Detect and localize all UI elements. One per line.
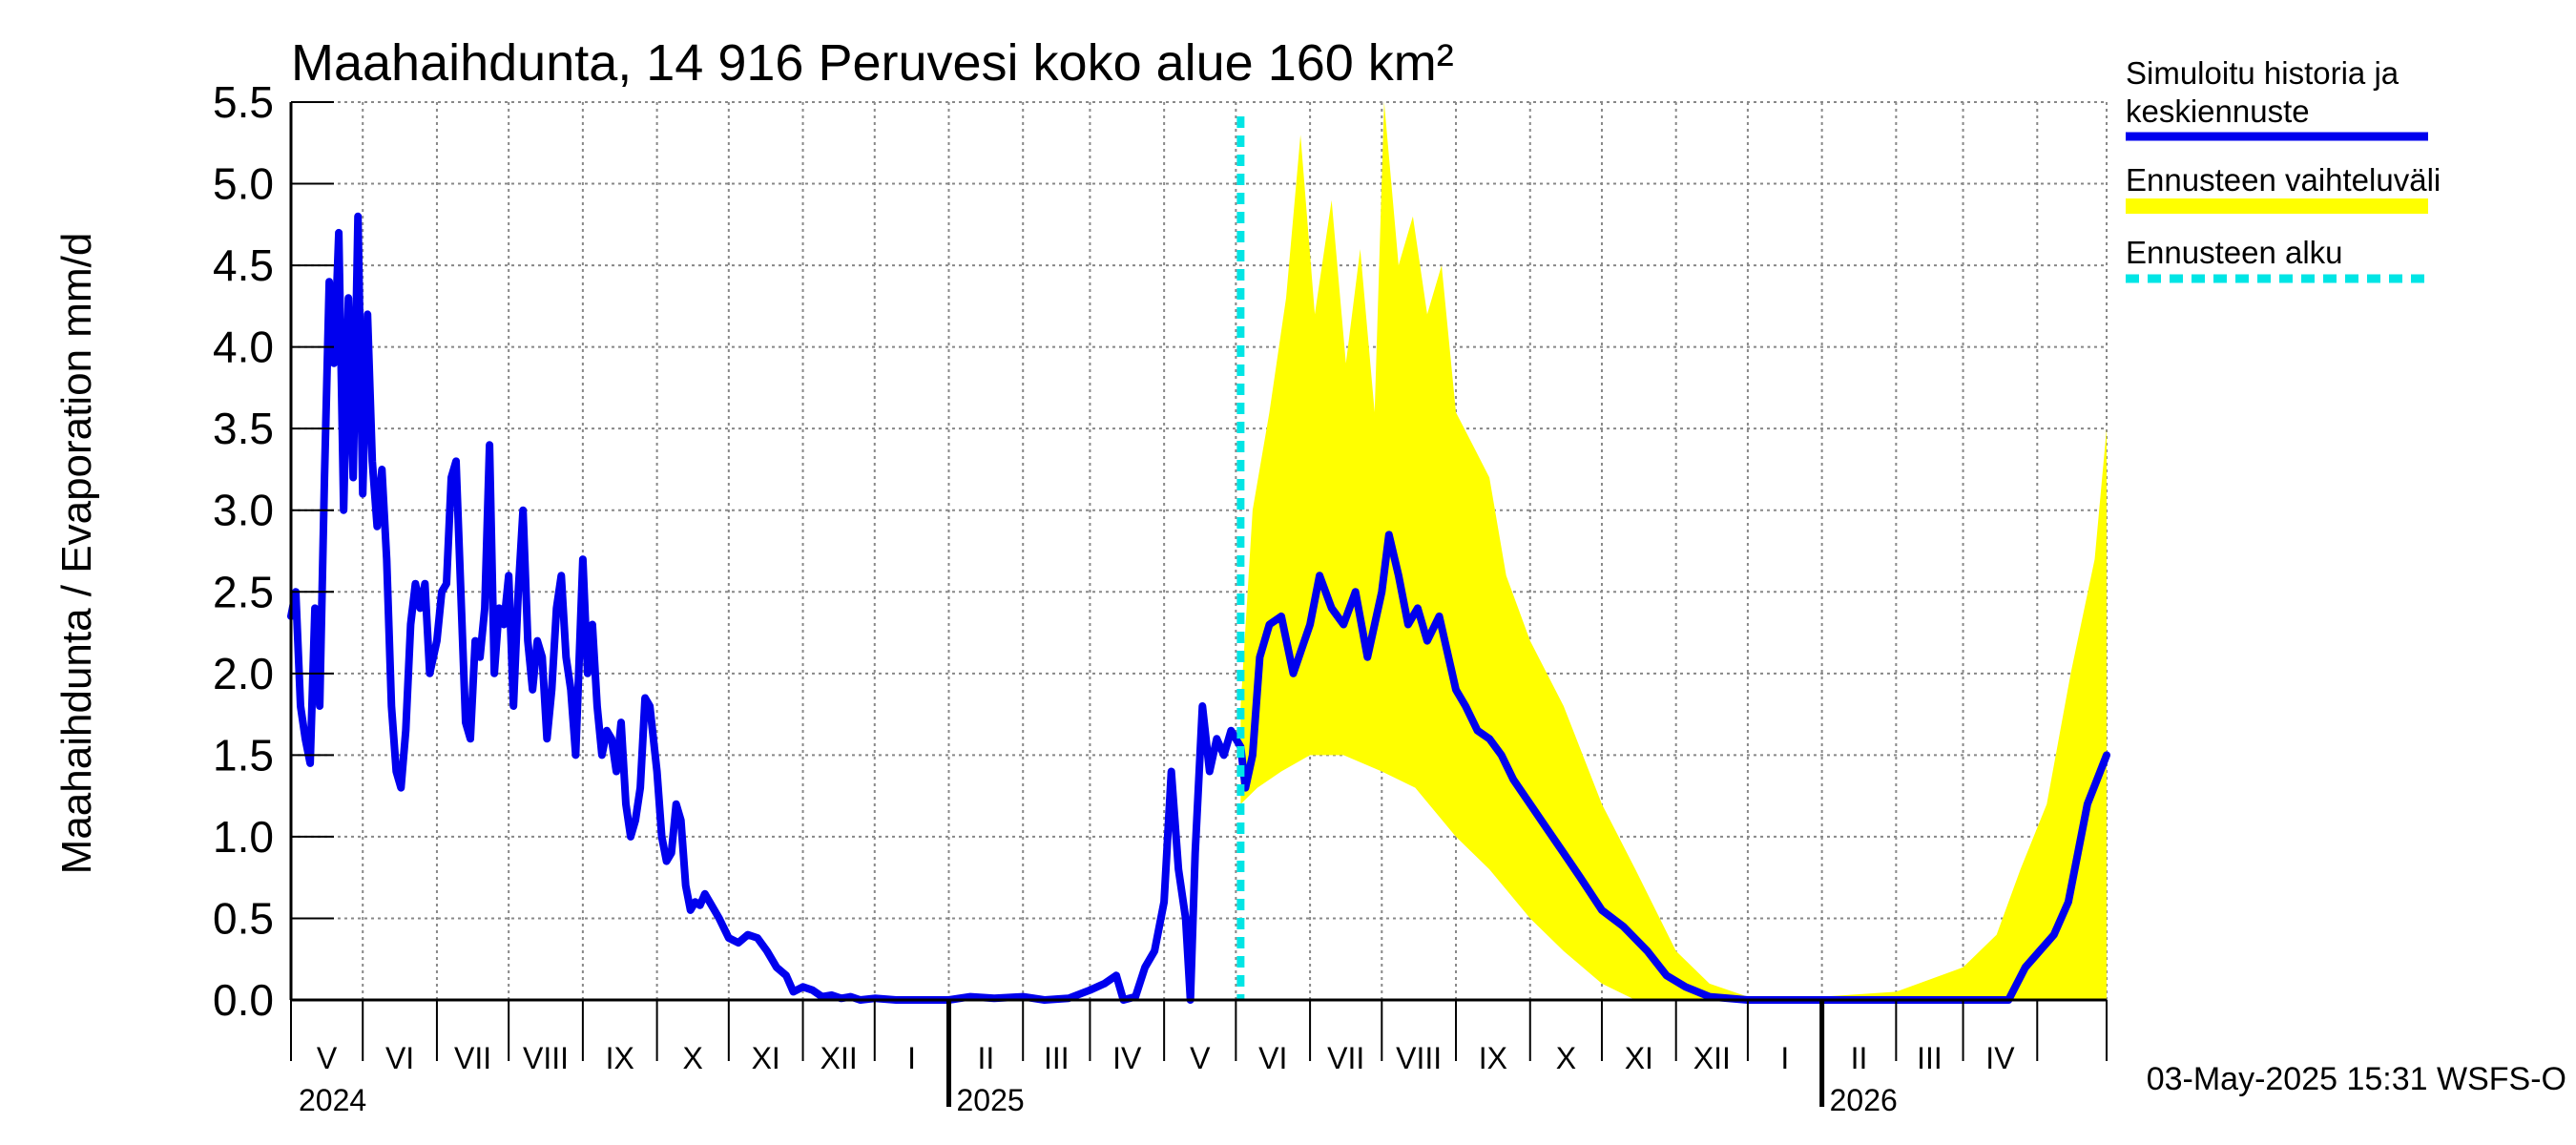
legend-simulated-label-line2: keskiennuste	[2126, 94, 2310, 129]
y-tick-label: 5.0	[213, 159, 274, 209]
y-tick-label: 5.5	[213, 77, 274, 127]
legend: Simuloitu historia ja keskiennuste Ennus…	[2126, 55, 2441, 283]
axis-labels: 0.00.51.01.52.02.53.03.54.04.55.05.5V VI V…	[213, 77, 2015, 1117]
legend-start-label: Ennusteen alku	[2126, 235, 2343, 270]
month-label: III	[1917, 1041, 1942, 1075]
y-tick-label: 2.0	[213, 649, 274, 698]
legend-simulated-label-line1: Simuloitu historia ja	[2126, 55, 2399, 91]
forecast-range-band	[1240, 102, 2107, 1000]
legend-range-label: Ennusteen vaihteluväli	[2126, 162, 2441, 198]
y-tick-label: 1.5	[213, 730, 274, 780]
year-label: 2025	[956, 1083, 1024, 1117]
month-label: IX	[606, 1041, 634, 1075]
month-label: IV	[1112, 1041, 1142, 1075]
axes	[289, 101, 2108, 1107]
month-label: VI	[385, 1041, 414, 1075]
chart-title: Maahaihdunta, 14 916 Peruvesi koko alue …	[291, 34, 1454, 92]
month-label: IX	[1479, 1041, 1507, 1075]
simulated-series	[287, 116, 2110, 1004]
y-tick-label: 0.5	[213, 893, 274, 943]
month-label: I	[907, 1041, 916, 1075]
month-label: V	[1190, 1041, 1211, 1075]
y-tick-label: 4.5	[213, 240, 274, 290]
month-label: VII	[454, 1041, 491, 1075]
month-label: X	[683, 1041, 703, 1075]
month-label: V	[317, 1041, 338, 1075]
year-label: 2026	[1830, 1083, 1898, 1117]
month-label: IV	[1985, 1041, 2015, 1075]
y-tick-label: 4.0	[213, 323, 274, 372]
y-tick-label: 2.5	[213, 567, 274, 616]
y-tick-label: 3.5	[213, 404, 274, 453]
simulated-line	[287, 212, 2110, 1004]
timestamp: 03-May-2025 15:31 WSFS-O	[2147, 1061, 2566, 1097]
month-label: XII	[1693, 1041, 1731, 1075]
forecast-range-area	[1240, 102, 2107, 1000]
month-label: II	[1851, 1041, 1868, 1075]
year-label: 2024	[299, 1083, 366, 1117]
y-axis-label: Maahaihdunta / Evaporation mm/d	[53, 233, 100, 875]
y-tick-label: 3.0	[213, 486, 274, 535]
month-label: VI	[1258, 1041, 1287, 1075]
month-label: XII	[821, 1041, 858, 1075]
month-label: III	[1044, 1041, 1070, 1075]
month-label: VIII	[523, 1041, 569, 1075]
month-label: VIII	[1396, 1041, 1442, 1075]
month-label: I	[1780, 1041, 1789, 1075]
y-tick-label: 0.0	[213, 975, 274, 1025]
month-label: VII	[1327, 1041, 1364, 1075]
month-label: X	[1556, 1041, 1576, 1075]
month-label: II	[977, 1041, 994, 1075]
y-tick-label: 1.0	[213, 812, 274, 862]
month-label: XI	[752, 1041, 780, 1075]
month-label: XI	[1625, 1041, 1653, 1075]
